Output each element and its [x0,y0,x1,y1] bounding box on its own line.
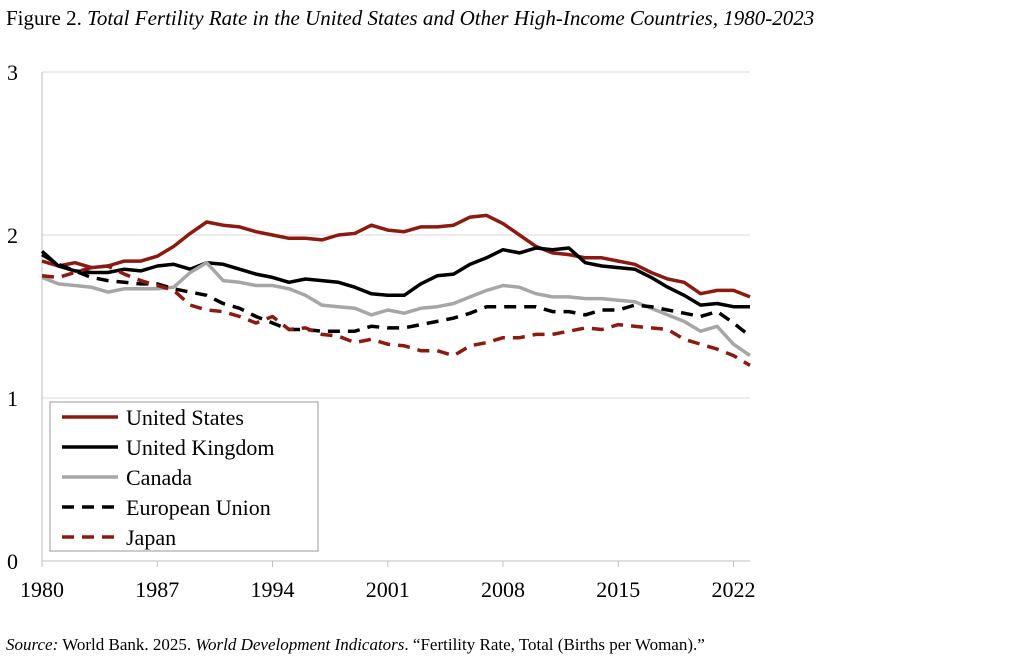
legend-label: Canada [126,465,192,490]
source-text-1: World Bank. 2025. [58,635,196,654]
x-tick-label: 2008 [481,577,525,602]
figure-title: Figure 2. Total Fertility Rate in the Un… [6,6,814,31]
legend-label: European Union [126,495,271,520]
source-publication: World Development Indicators [195,635,405,654]
source-text-2: . “Fertility Rate, Total (Births per Wom… [404,635,705,654]
series-lines [40,213,752,367]
source-note: Source: World Bank. 2025. World Developm… [6,635,705,655]
y-tick-label: 0 [7,549,18,574]
legend: United States United Kingdom Canada Europea… [49,401,319,552]
y-tick-label: 1 [7,386,18,411]
axes [41,72,750,567]
figure-title-text: Total Fertility Rate in the United State… [87,6,815,30]
x-tick-label: 2022 [712,577,756,602]
legend-label: United Kingdom [126,435,275,460]
x-tick-label: 1980 [20,577,64,602]
tick-labels: 0 1 2 3 1980 1987 1994 2001 2008 2015 2022 [7,60,756,602]
series-line-canada [41,260,751,358]
x-tick-label: 2015 [596,577,640,602]
legend-label: Japan [126,525,176,550]
series-line-japan [41,264,751,367]
y-tick-label: 2 [7,223,18,248]
x-tick-label: 1987 [135,577,179,602]
y-tick-label: 3 [7,60,18,85]
x-tick-label: 1994 [251,577,295,602]
figure-label: Figure 2. [6,6,82,30]
gridlines [42,71,750,399]
source-label: Source: [6,635,59,654]
legend-label: United States [126,405,244,430]
series-line-united-kingdom [40,246,750,309]
series-line-united-states [41,213,751,299]
x-tick-label: 2001 [366,577,410,602]
